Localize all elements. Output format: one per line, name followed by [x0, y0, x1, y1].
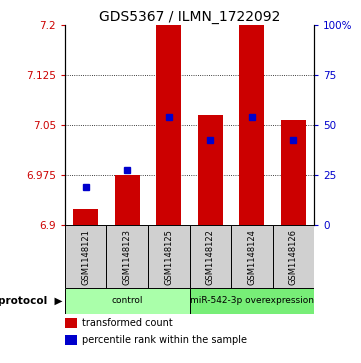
Text: protocol  ▶: protocol ▶ [0, 296, 63, 306]
Bar [73, 209, 98, 225]
Bar [148, 225, 190, 288]
Text: miR-542-3p overexpression: miR-542-3p overexpression [190, 297, 314, 306]
Bar [198, 115, 223, 225]
Title: GDS5367 / ILMN_1722092: GDS5367 / ILMN_1722092 [99, 11, 280, 24]
Bar [65, 288, 190, 314]
Bar [115, 175, 140, 225]
Text: GSM1148124: GSM1148124 [247, 229, 256, 285]
Bar [273, 225, 314, 288]
Bar [65, 318, 77, 328]
Bar [65, 335, 77, 345]
Bar [239, 25, 264, 225]
Text: percentile rank within the sample: percentile rank within the sample [82, 335, 247, 345]
Text: transformed count: transformed count [82, 318, 173, 328]
Text: control: control [112, 297, 143, 306]
Bar [65, 225, 106, 288]
Bar [156, 25, 181, 225]
Text: GSM1148126: GSM1148126 [289, 229, 298, 285]
Text: GSM1148121: GSM1148121 [81, 229, 90, 285]
Text: GSM1148122: GSM1148122 [206, 229, 215, 285]
Bar [190, 225, 231, 288]
Bar [106, 225, 148, 288]
Bar [231, 225, 273, 288]
Text: GSM1148125: GSM1148125 [164, 229, 173, 285]
Text: GSM1148123: GSM1148123 [123, 229, 132, 285]
Bar [281, 120, 306, 225]
Bar [190, 288, 314, 314]
